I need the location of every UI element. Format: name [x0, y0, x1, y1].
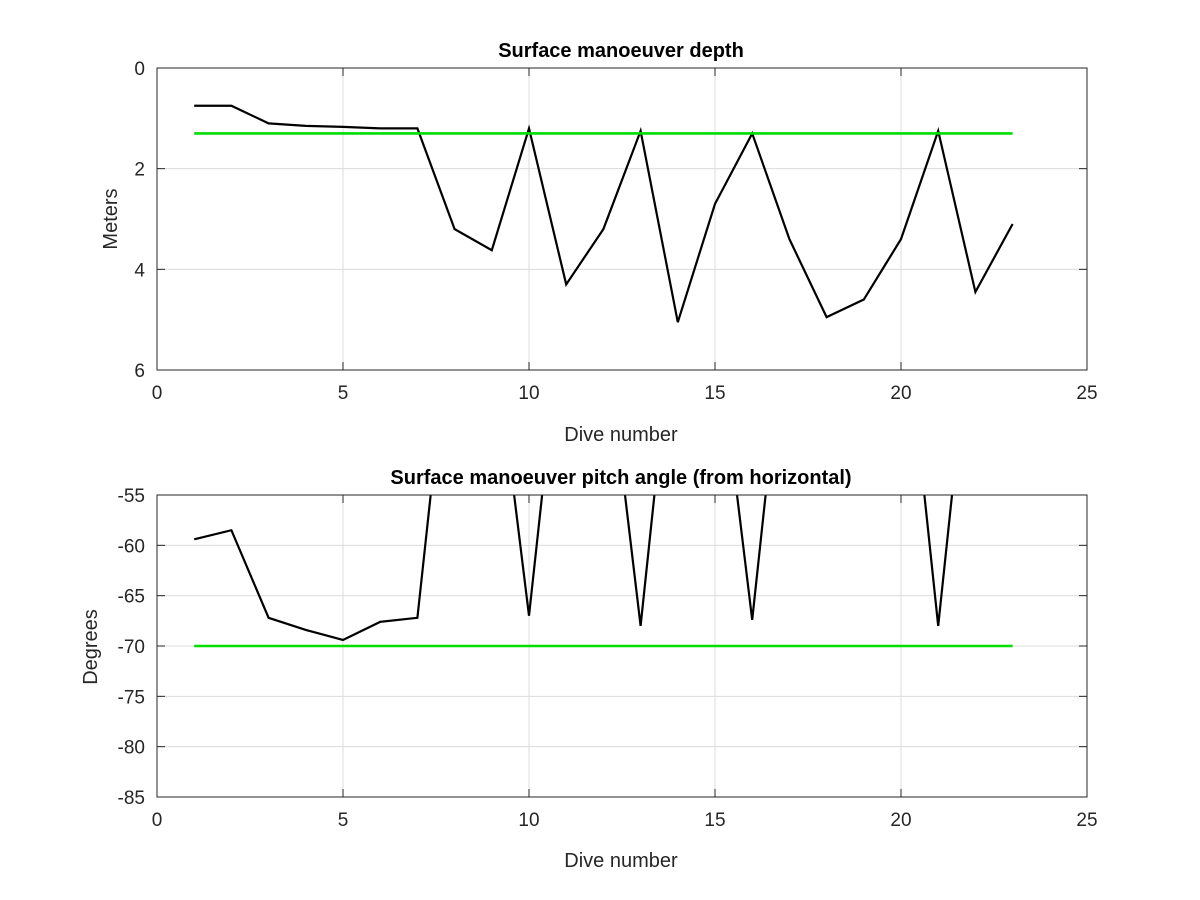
depth-xtick-label: 20 [890, 383, 911, 404]
pitch-series-group [193, 495, 1013, 648]
depth-series-group [194, 104, 1014, 323]
pitch-xtick-label: 0 [152, 810, 163, 831]
depth-xtick-label: 0 [152, 383, 163, 404]
depth-plot: Surface manoeuver depth Dive number Mete… [100, 40, 1098, 446]
pitch-ytick-label: -75 [118, 687, 145, 708]
pitch-grid: 0 5 10 15 20 25 -55 -60 -65 -70 -75 -80 -85 [118, 486, 1098, 831]
pitch-xtick-label: 5 [338, 810, 349, 831]
depth-grid: 0 5 10 15 20 25 0 2 4 6 [134, 59, 1097, 404]
depth-ytick-label: 6 [134, 361, 145, 382]
pitch-ytick-label: -70 [118, 637, 145, 658]
depth-xtick-label: 5 [338, 383, 349, 404]
depth-plot-xlabel: Dive number [564, 424, 678, 446]
pitch-ytick-label: -60 [118, 536, 145, 557]
pitch-xtick-label: 10 [518, 810, 539, 831]
pitch-plot-ylabel: Degrees [80, 609, 102, 685]
pitch-ytick-label: -65 [118, 587, 145, 608]
depth-ytick-label: 0 [134, 59, 145, 80]
depth-data-line [194, 104, 1014, 323]
depth-plot-title: Surface manoeuver depth [498, 40, 744, 62]
depth-xtick-label: 10 [518, 383, 539, 404]
pitch-plot-title: Surface manoeuver pitch angle (from hori… [390, 467, 851, 489]
pitch-plot-xlabel: Dive number [564, 850, 678, 872]
depth-ytick-label: 4 [134, 260, 145, 281]
pitch-ytick-label: -85 [118, 788, 145, 809]
pitch-xtick-label: 15 [704, 810, 725, 831]
depth-xtick-label: 15 [704, 383, 725, 404]
pitch-plot: Surface manoeuver pitch angle (from hori… [80, 467, 1098, 872]
pitch-axes-box [156, 494, 1088, 798]
depth-plot-ylabel: Meters [100, 188, 122, 249]
pitch-xtick-label: 25 [1076, 810, 1097, 831]
pitch-ytick-label: -55 [118, 486, 145, 507]
pitch-data-line [193, 495, 954, 642]
depth-axes-box [156, 67, 1088, 371]
pitch-xtick-label: 20 [890, 810, 911, 831]
depth-xtick-label: 25 [1076, 383, 1097, 404]
pitch-ytick-label: -80 [118, 738, 145, 759]
depth-ytick-label: 2 [134, 160, 145, 181]
